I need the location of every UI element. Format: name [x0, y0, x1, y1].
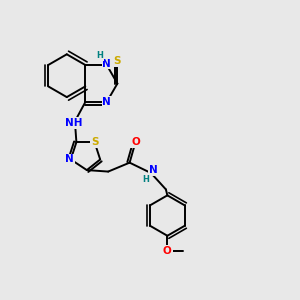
Text: O: O	[163, 246, 172, 256]
Text: H: H	[97, 51, 104, 60]
Text: S: S	[114, 56, 121, 66]
Text: NH: NH	[65, 118, 82, 128]
Text: N: N	[65, 154, 74, 164]
Text: H: H	[142, 175, 149, 184]
Text: N: N	[102, 58, 111, 68]
Text: N: N	[102, 97, 111, 107]
Text: N: N	[149, 165, 158, 175]
Text: O: O	[131, 137, 140, 147]
Text: S: S	[91, 137, 98, 147]
